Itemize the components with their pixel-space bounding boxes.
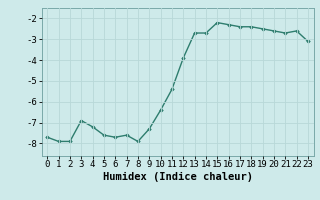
X-axis label: Humidex (Indice chaleur): Humidex (Indice chaleur) (103, 172, 252, 182)
